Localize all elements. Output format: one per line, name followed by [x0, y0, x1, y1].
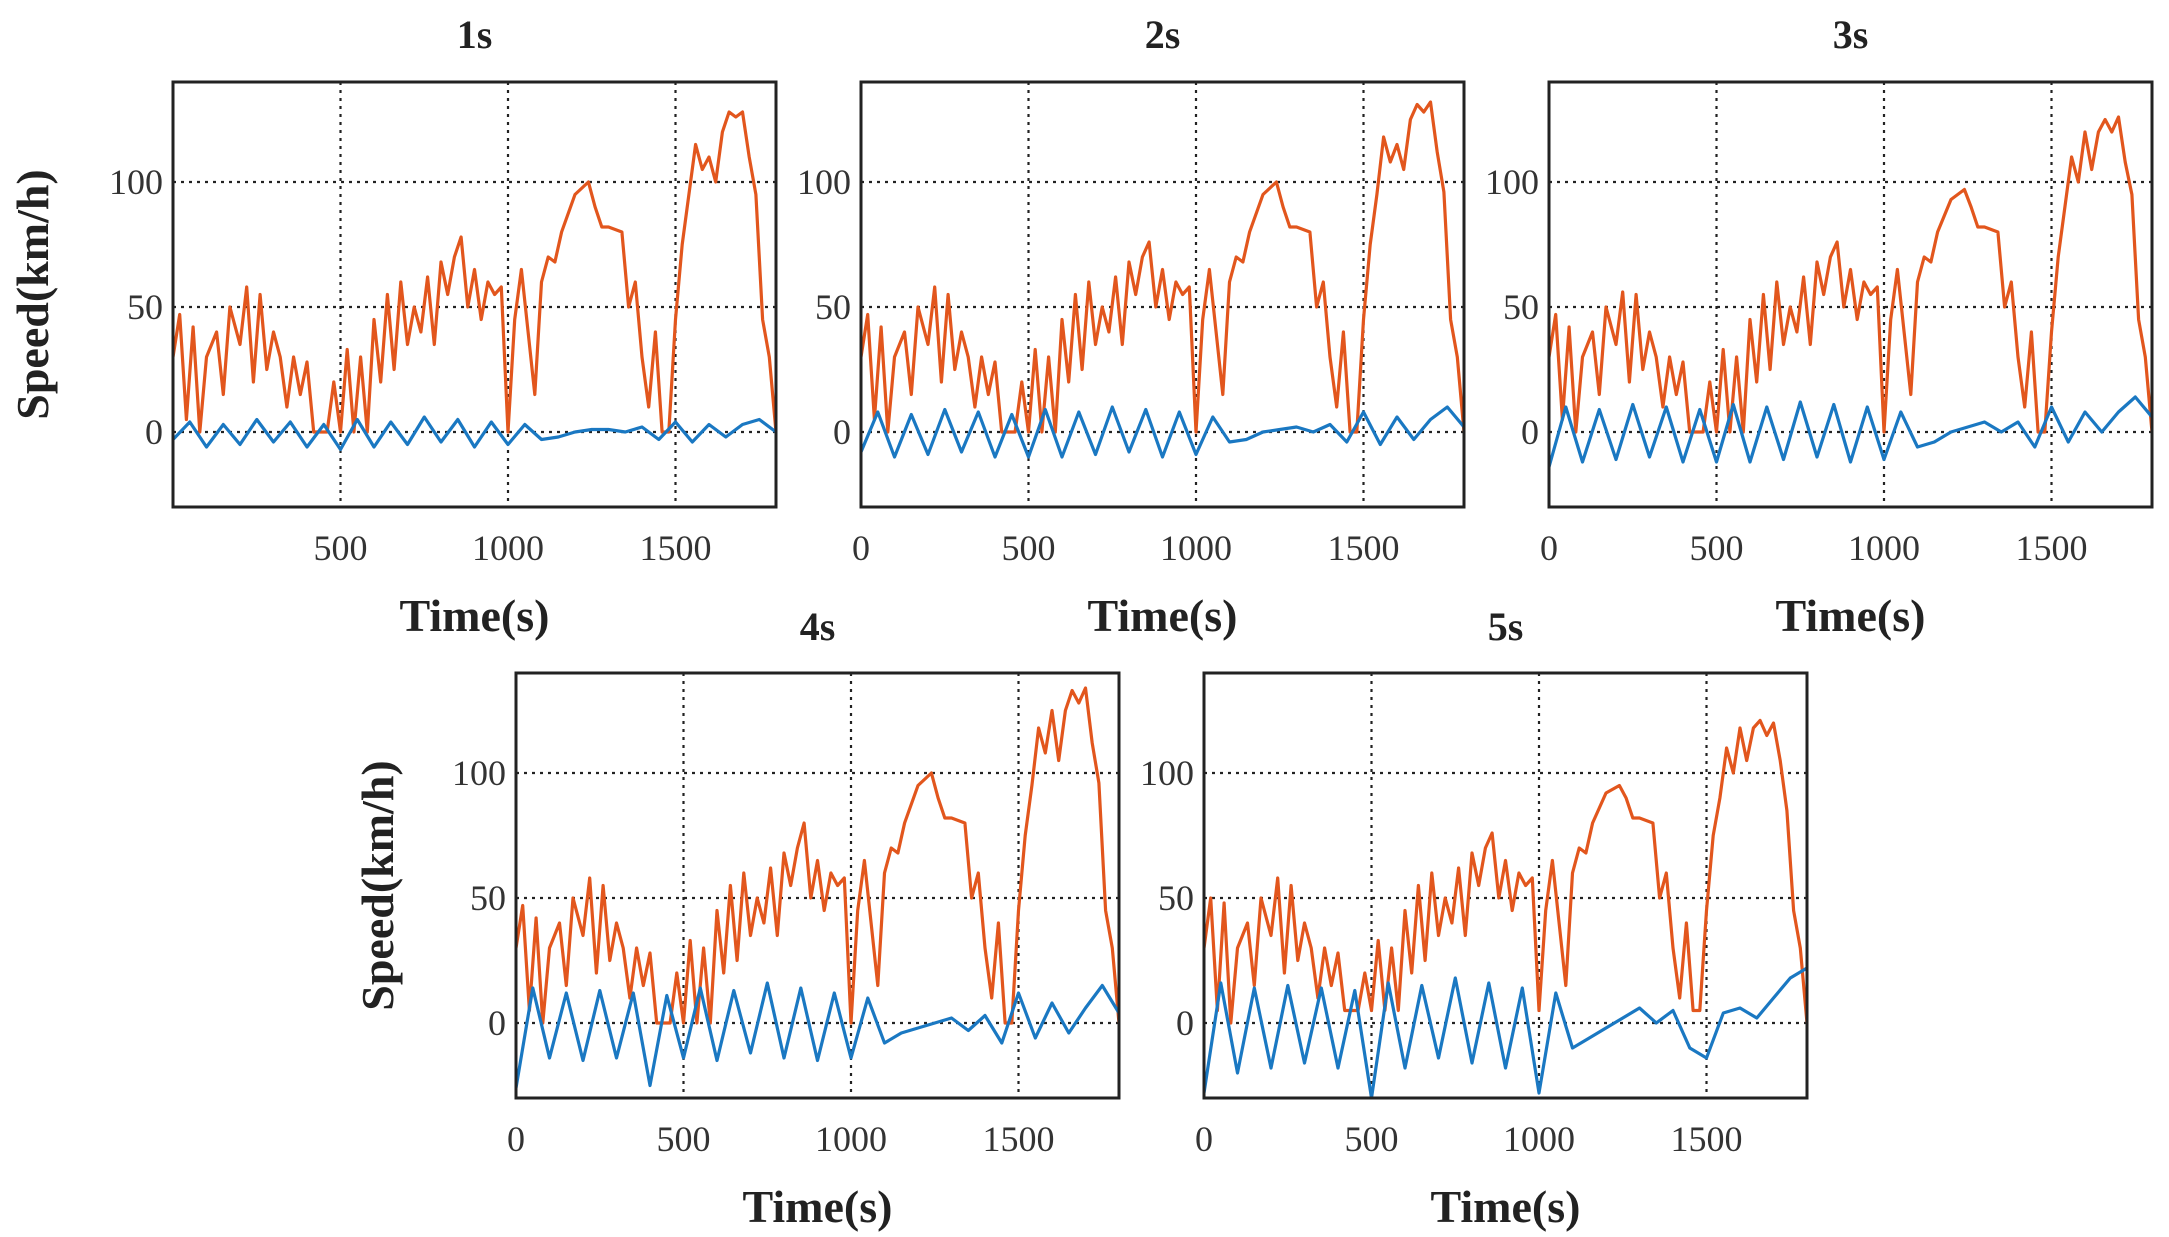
- x-tick-label: 1500: [2016, 528, 2088, 568]
- x-tick-label: 500: [1345, 1119, 1399, 1159]
- x-tick-label: 0: [1195, 1119, 1213, 1159]
- x-tick-label: 500: [657, 1119, 711, 1159]
- y-tick-label: 50: [1158, 878, 1194, 918]
- reference-speed-line: [1549, 115, 2152, 434]
- x-tick-label: 0: [852, 528, 870, 568]
- plot-frame: [859, 80, 1466, 509]
- prediction-error-line: [861, 405, 1464, 459]
- y-tick-label: 100: [1485, 162, 1539, 202]
- reference-speed-line: [173, 110, 776, 434]
- x-tick-label: 1000: [1503, 1119, 1575, 1159]
- panel-title: 1s: [457, 12, 493, 57]
- x-tick-label: 500: [314, 528, 368, 568]
- x-tick-label: 500: [1002, 528, 1056, 568]
- x-tick-label: 1500: [640, 528, 712, 568]
- prediction-error-line: [1204, 966, 1807, 1098]
- x-axis-label: Time(s): [400, 590, 550, 641]
- plot-frame: [1202, 671, 1809, 1100]
- y-tick-label: 0: [1521, 412, 1539, 452]
- panel-5s: 5s 0 500 1000 1500 0 50 100 Time(s): [1140, 604, 1809, 1232]
- y-tick-label: 50: [127, 287, 163, 327]
- x-tick-label: 1000: [815, 1119, 887, 1159]
- panel-2s: 2s 0 500 1000 1500 0 50 100 Time(s): [797, 12, 1466, 641]
- x-tick-label: 1000: [1160, 528, 1232, 568]
- x-tick-label: 1000: [1848, 528, 1920, 568]
- reference-speed-line: [516, 686, 1119, 1025]
- plot-frame: [171, 80, 778, 509]
- prediction-error-line: [516, 981, 1119, 1089]
- y-tick-label: 0: [488, 1003, 506, 1043]
- y-tick-label: 50: [815, 287, 851, 327]
- reference-speed-line: [861, 100, 1464, 434]
- x-axis-label: Time(s): [1431, 1181, 1581, 1232]
- y-tick-label: 100: [797, 162, 851, 202]
- reference-speed-line: [1204, 718, 1807, 1025]
- panel-title: 3s: [1833, 12, 1869, 57]
- x-tick-label: 1500: [1671, 1119, 1743, 1159]
- x-tick-label: 500: [1690, 528, 1744, 568]
- prediction-error-line: [1549, 395, 2152, 468]
- y-axis-label: Speed(km/h): [352, 760, 403, 1010]
- panel-3s: 3s 0 500 1000 1500 0 50 100 Time(s): [1485, 12, 2154, 641]
- x-tick-label: 1500: [983, 1119, 1055, 1159]
- panel-title: 2s: [1145, 12, 1181, 57]
- panel-title: 5s: [1488, 604, 1524, 649]
- x-axis-label: Time(s): [1776, 590, 1926, 641]
- plot-frame: [1547, 80, 2154, 509]
- x-tick-label: 1500: [1328, 528, 1400, 568]
- panel-1s: 1s 500 1000 1500 0 50 100 Time(s) Speed(km/h): [7, 12, 778, 641]
- y-tick-label: 100: [109, 162, 163, 202]
- x-tick-label: 0: [507, 1119, 525, 1159]
- x-tick-label: 1000: [472, 528, 544, 568]
- y-tick-label: 0: [1176, 1003, 1194, 1043]
- x-axis-label: Time(s): [743, 1181, 893, 1232]
- y-tick-label: 0: [145, 412, 163, 452]
- y-tick-label: 50: [470, 878, 506, 918]
- prediction-error-line: [173, 415, 776, 452]
- y-tick-label: 100: [1140, 753, 1194, 793]
- x-tick-label: 0: [1540, 528, 1558, 568]
- y-tick-label: 100: [452, 753, 506, 793]
- y-axis-label: Speed(km/h): [7, 169, 58, 419]
- panel-4s: 4s 0 500 1000 1500 0 50 100 Time(s) Speed(km/h): [352, 604, 1121, 1232]
- y-tick-label: 0: [833, 412, 851, 452]
- plot-frame: [514, 671, 1121, 1100]
- y-tick-label: 50: [1503, 287, 1539, 327]
- panel-title: 4s: [800, 604, 836, 649]
- x-axis-label: Time(s): [1088, 590, 1238, 641]
